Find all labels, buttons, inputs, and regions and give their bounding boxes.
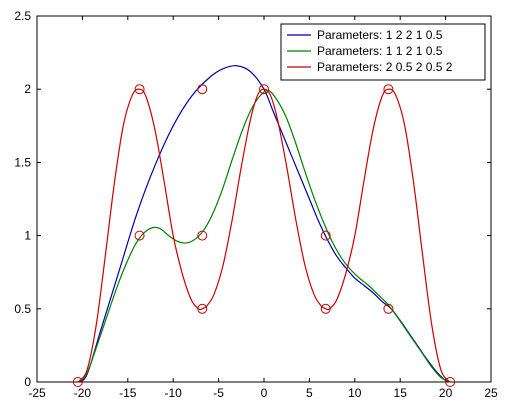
x-tick-label: 5: [306, 386, 313, 400]
x-axis: -25 -20 -15 -10 -5 0 5 10 15 20 25: [28, 16, 498, 400]
legend-label-1: Parameters: 1 2 2 1 0.5: [317, 28, 443, 42]
control-point-marker: [383, 84, 394, 95]
legend-label-3: Parameters: 2 0.5 2 0.5 2: [317, 60, 453, 74]
y-tick-label: 0.5: [14, 302, 31, 316]
x-tick-label: -25: [28, 386, 46, 400]
x-tick-label: 10: [348, 386, 362, 400]
control-point-marker: [320, 303, 331, 314]
series-line-2: [77, 89, 451, 383]
series-lines: [77, 65, 451, 383]
control-point-marker: [197, 84, 208, 95]
y-tick-label: 0: [24, 375, 31, 389]
control-point-marker: [197, 230, 208, 241]
control-point-marker: [197, 303, 208, 314]
x-tick-label: -5: [213, 386, 224, 400]
y-tick-label: 2.5: [14, 9, 31, 23]
x-tick-label: -20: [74, 386, 92, 400]
control-point-marker: [445, 377, 456, 387]
control-point-marker: [72, 377, 83, 387]
control-point-markers: [72, 84, 456, 387]
control-point-marker: [259, 84, 269, 95]
x-tick-label: 20: [439, 386, 453, 400]
x-tick-label: -15: [119, 386, 137, 400]
control-point-marker: [134, 230, 145, 241]
control-point-marker: [383, 303, 394, 314]
x-tick-label: 25: [484, 386, 498, 400]
control-point-marker: [134, 84, 145, 95]
control-point-marker: [320, 230, 331, 241]
x-tick-label: -10: [165, 386, 183, 400]
x-tick-label: 0: [261, 386, 268, 400]
legend-label-2: Parameters: 1 1 2 1 0.5: [317, 44, 443, 58]
x-tick-label: 15: [394, 386, 408, 400]
series-line-3: [77, 88, 451, 383]
y-tick-label: 2: [24, 82, 31, 96]
legend-box: [280, 23, 486, 81]
legend: Parameters: 1 2 2 1 0.5 Parameters: 1 1 2…: [280, 23, 486, 81]
y-tick-label: 1: [24, 229, 31, 243]
y-axis: 0 0.5 1 1.5 2 2.5: [14, 9, 491, 389]
y-tick-label: 1.5: [14, 155, 31, 169]
